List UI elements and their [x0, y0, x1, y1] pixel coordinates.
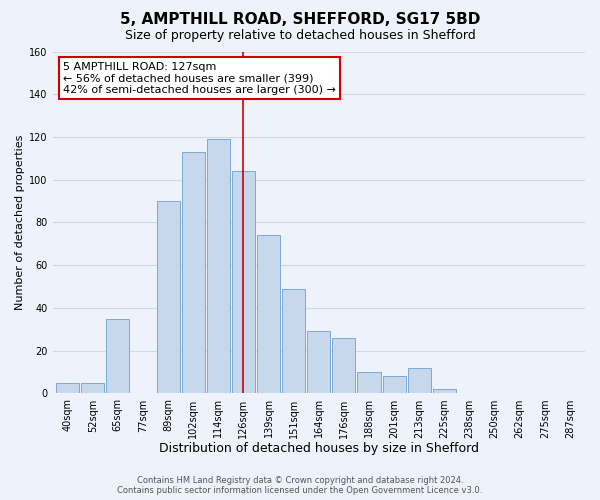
Text: 5 AMPTHILL ROAD: 127sqm
← 56% of detached houses are smaller (399)
42% of semi-d: 5 AMPTHILL ROAD: 127sqm ← 56% of detache… — [63, 62, 336, 95]
Y-axis label: Number of detached properties: Number of detached properties — [15, 135, 25, 310]
Bar — [257, 236, 280, 394]
Bar — [232, 171, 255, 394]
Bar — [358, 372, 380, 394]
Text: Contains HM Land Registry data © Crown copyright and database right 2024.
Contai: Contains HM Land Registry data © Crown c… — [118, 476, 482, 495]
Bar — [81, 383, 104, 394]
Bar — [157, 201, 179, 394]
Bar — [307, 332, 331, 394]
Text: 5, AMPTHILL ROAD, SHEFFORD, SG17 5BD: 5, AMPTHILL ROAD, SHEFFORD, SG17 5BD — [120, 12, 480, 28]
Bar — [106, 318, 130, 394]
Bar — [207, 139, 230, 394]
Bar — [56, 383, 79, 394]
Bar — [433, 389, 456, 394]
X-axis label: Distribution of detached houses by size in Shefford: Distribution of detached houses by size … — [159, 442, 479, 455]
Text: Size of property relative to detached houses in Shefford: Size of property relative to detached ho… — [125, 29, 475, 42]
Bar — [332, 338, 355, 394]
Bar — [282, 288, 305, 394]
Bar — [407, 368, 431, 394]
Bar — [383, 376, 406, 394]
Bar — [182, 152, 205, 394]
